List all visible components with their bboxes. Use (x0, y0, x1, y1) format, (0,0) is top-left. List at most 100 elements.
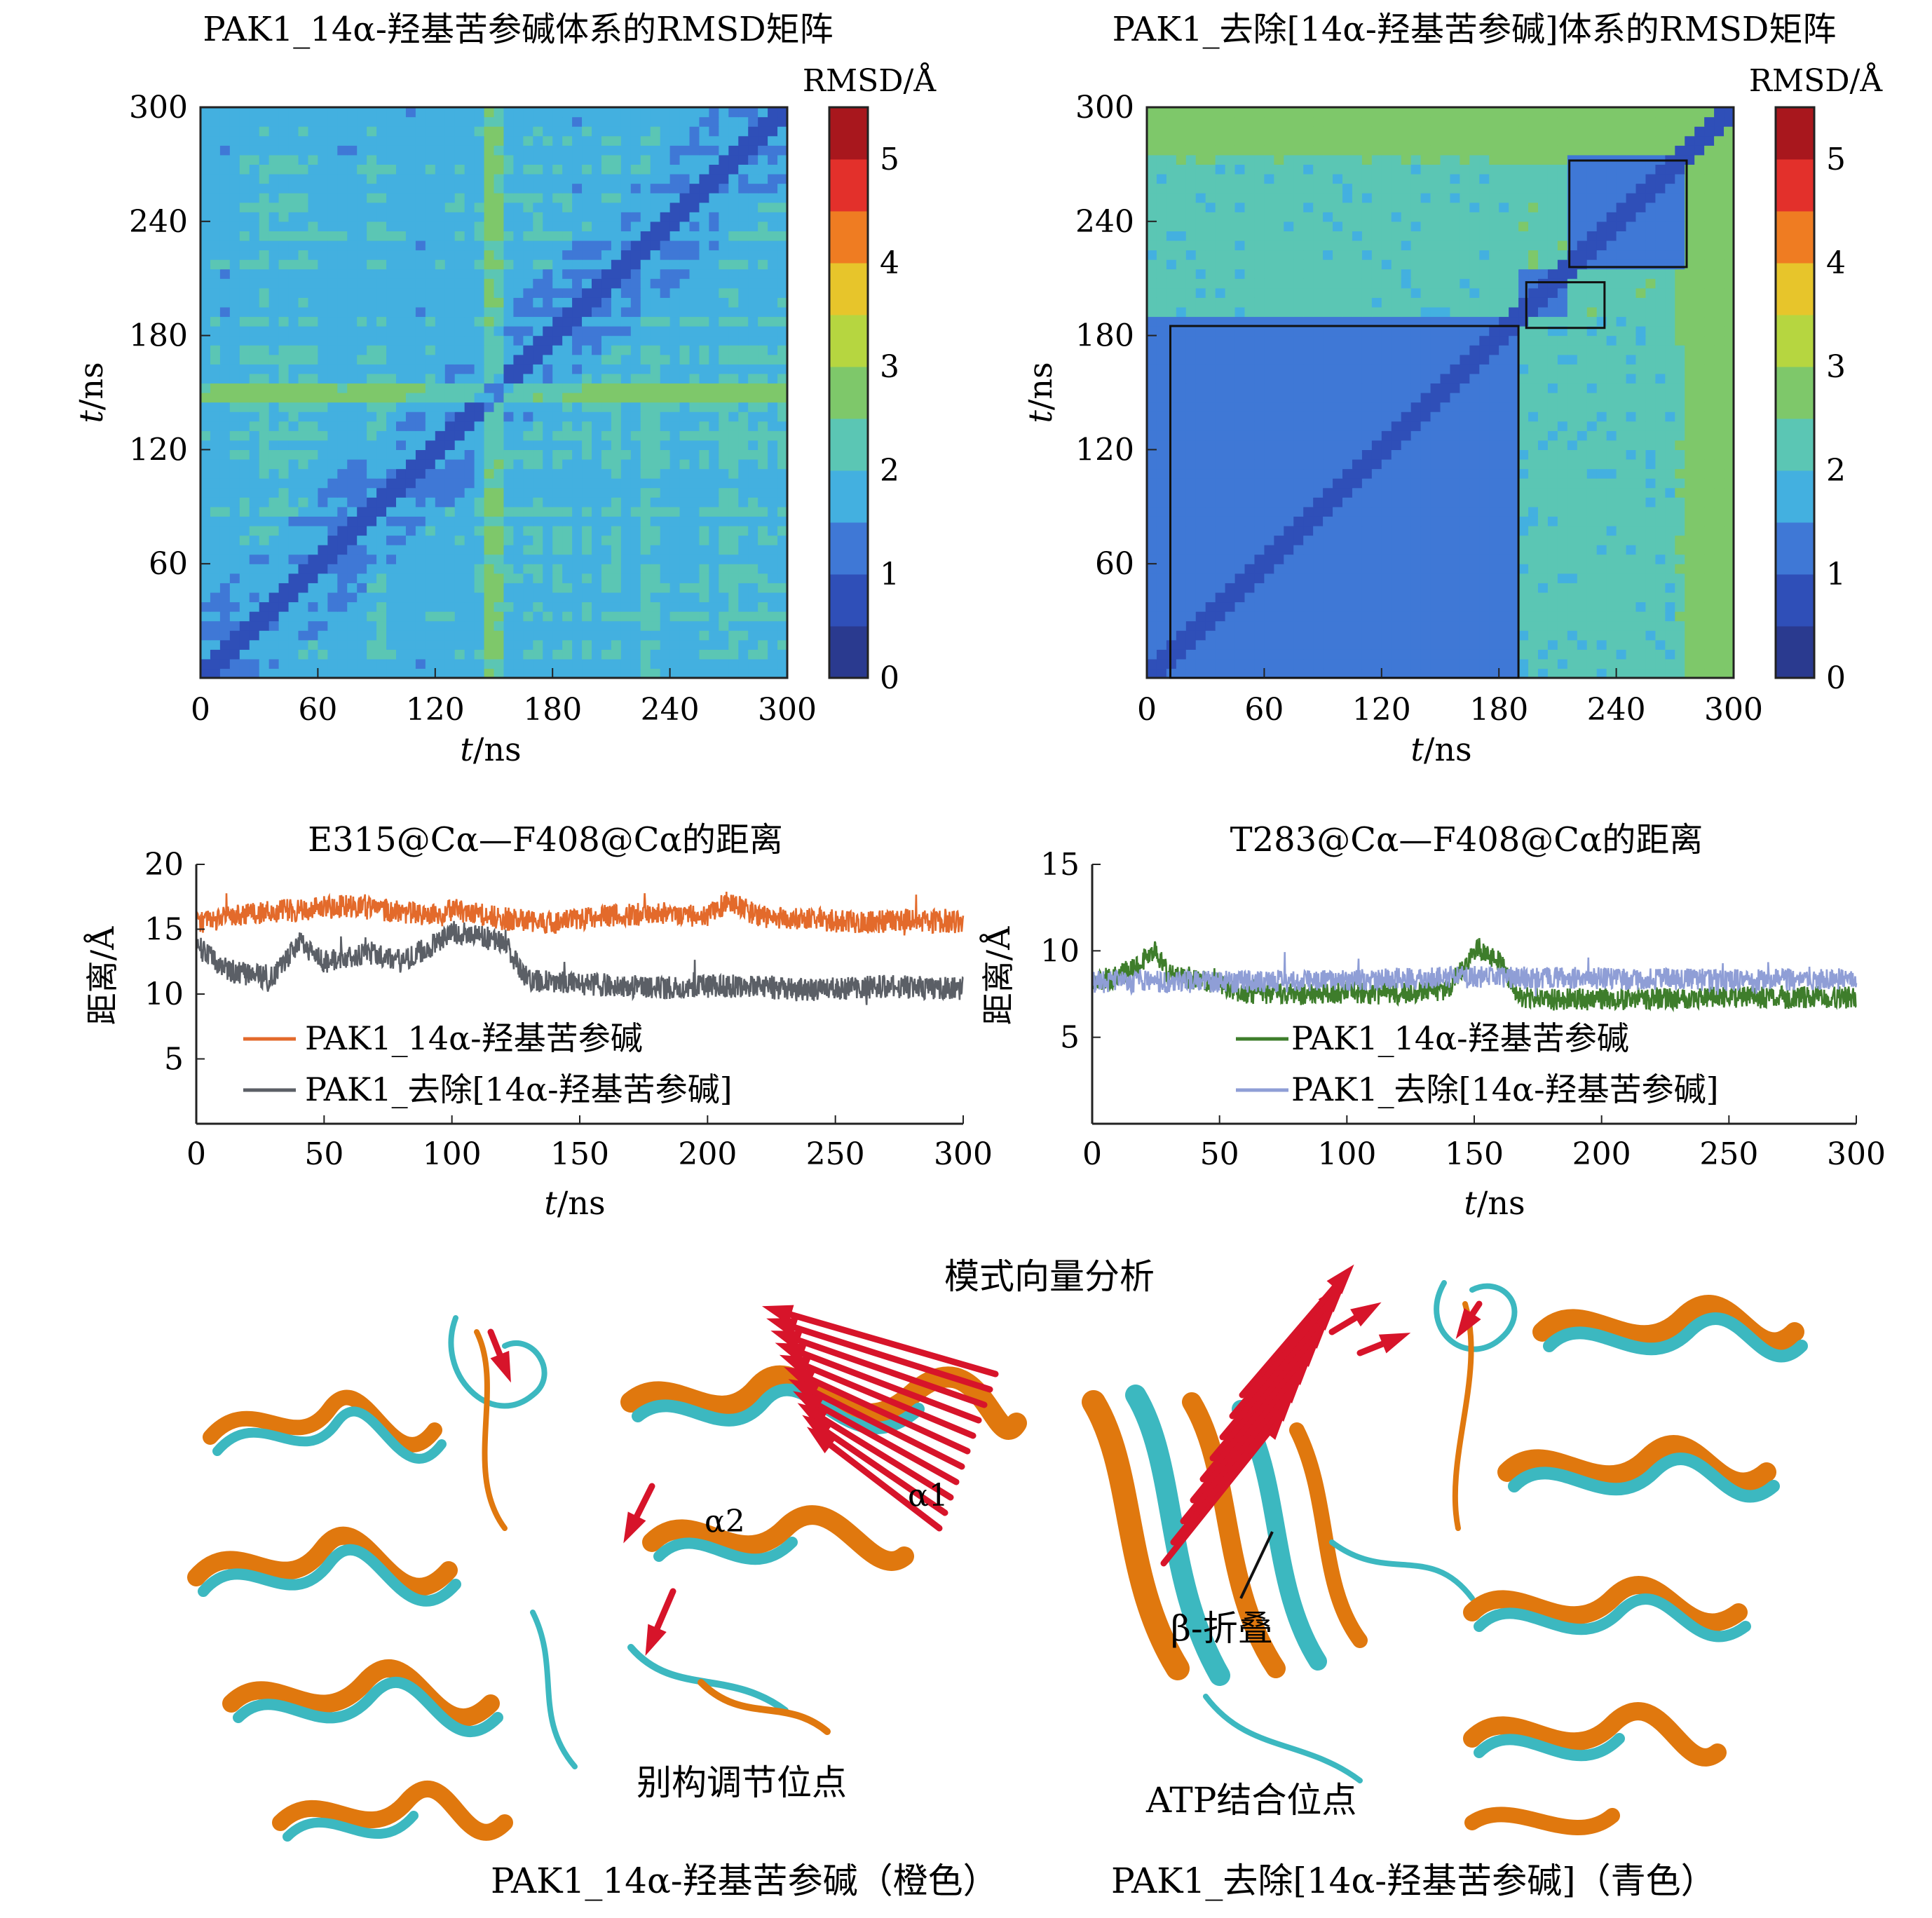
heatmap-2-cell (1195, 592, 1206, 603)
heatmap-2-cell (1371, 649, 1382, 660)
heatmap-2-cell (1303, 458, 1314, 470)
heatmap-2-cell (1665, 487, 1675, 498)
heatmap-2-cell (1694, 554, 1705, 564)
heatmap-1-cell (709, 421, 719, 431)
heatmap-2-cell (1567, 564, 1578, 574)
heatmap-1-cell (444, 573, 456, 583)
heatmap-1-cell (592, 449, 602, 460)
heatmap-1-cell (396, 497, 407, 508)
heatmap-1-cell (200, 430, 211, 441)
heatmap-2-cell (1166, 564, 1177, 574)
heatmap-2-cell (1547, 478, 1558, 489)
heatmap-1-cell (337, 639, 348, 650)
heatmap-2-cell (1675, 639, 1685, 650)
heatmap-2-cell (1724, 497, 1734, 508)
heatmap-2-cell (1694, 620, 1705, 631)
heatmap-2-cell (1616, 506, 1627, 517)
heatmap-2-cell (1440, 668, 1451, 679)
heatmap-1-cell (709, 449, 719, 460)
heatmap-1-cell (337, 231, 348, 241)
heatmap-1-cell (748, 430, 758, 441)
heatmap-1-cell (620, 658, 632, 669)
heatmap-2-cell (1567, 601, 1578, 612)
heatmap-1-cell (376, 592, 387, 603)
heatmap-1-cell (669, 354, 681, 365)
heatmap-1-cell (582, 212, 592, 222)
heatmap-1-cell (327, 183, 338, 193)
heatmap-2-cell (1489, 620, 1499, 631)
heatmap-1-cell (219, 649, 231, 660)
heatmap-1-cell (533, 259, 543, 270)
heatmap-1-cell (679, 525, 691, 536)
heatmap-1-cell (699, 535, 709, 545)
heatmap-1-cell (748, 402, 758, 412)
heatmap-2-cell (1469, 649, 1480, 660)
heatmap-1-cell (249, 221, 260, 231)
heatmap-1-cell (552, 649, 563, 660)
heatmap-1-cell (347, 145, 358, 156)
heatmap-1-cell (259, 364, 270, 374)
heatmap-1-cell (415, 135, 426, 146)
heatmap-2-cell (1147, 554, 1157, 564)
heatmap-1-cell (758, 259, 768, 270)
heatmap-1-cell (367, 525, 377, 536)
heatmap-1-cell (630, 383, 641, 393)
heatmap-1-cell (669, 449, 681, 460)
heatmap-1-cell (513, 268, 524, 279)
heatmap-1-cell (308, 354, 318, 365)
heatmap-2-cell (1577, 545, 1588, 555)
heatmap-1-cell (543, 506, 553, 517)
heatmap-1-cell (376, 287, 387, 298)
heatmap-2-cell (1577, 506, 1588, 517)
heatmap-2-cell (1557, 525, 1568, 536)
heatmap-1-cell (611, 335, 622, 346)
heatmap-2-cell (1626, 478, 1637, 489)
heatmap-2-cell (1234, 468, 1246, 479)
heatmap-2-cell (1323, 668, 1333, 679)
heatmap-2-cell (1410, 554, 1422, 564)
heatmap-1-cell (200, 173, 211, 184)
heatmap-1-cell (572, 564, 583, 574)
heatmap-1-cell (474, 154, 485, 165)
heatmap-1-cell (288, 421, 299, 431)
heatmap-1-cell (562, 316, 573, 327)
heatmap-1-cell (503, 525, 514, 536)
heatmap-1-cell (611, 658, 622, 669)
heatmap-1-cell (259, 135, 270, 146)
heatmap-1-cell (200, 630, 211, 641)
heatmap-1-cell (474, 145, 485, 156)
heatmap-1-cell (200, 497, 211, 508)
heatmap-1-cell (298, 268, 309, 279)
heatmap-1-cell (582, 202, 592, 212)
heatmap-1-cell (660, 601, 671, 612)
heatmap-2-cell (1685, 545, 1695, 555)
heatmap-1-cell (347, 240, 358, 251)
heatmap-1-cell (200, 545, 211, 555)
heatmap-2-cell (1547, 592, 1558, 603)
heatmap-1-cell (562, 154, 573, 165)
heatmap-2-cell (1391, 592, 1402, 603)
heatmap-1-cell (200, 373, 211, 384)
heatmap-1-cell (777, 354, 788, 365)
heatmap-1-cell (601, 430, 612, 441)
heatmap-1-cell (386, 383, 397, 393)
heatmap-2-cell (1274, 458, 1284, 470)
heatmap-2-cell (1675, 611, 1685, 622)
heatmap-1-cell (229, 525, 240, 536)
heatmap-1-cell (601, 326, 612, 336)
heatmap-1-cell (523, 335, 533, 346)
heatmap-1-cell (650, 212, 661, 222)
heatmap-1-cell (630, 135, 641, 146)
heatmap-1-cell (308, 173, 318, 184)
heatmap-1-cell (494, 126, 505, 137)
heatmap-2-cell (1596, 573, 1607, 583)
heatmap-1-cell (347, 316, 358, 327)
heatmap-1-cell (347, 287, 358, 298)
heatmap-2-cell (1303, 525, 1314, 536)
heatmap-1-cell (572, 468, 583, 479)
heatmap-1-cell (484, 116, 495, 127)
heatmap-1-cell (709, 154, 719, 165)
heatmap-1-cell (386, 402, 397, 412)
heatmap-1-cell (630, 601, 641, 612)
heatmap-1-cell (562, 345, 573, 355)
